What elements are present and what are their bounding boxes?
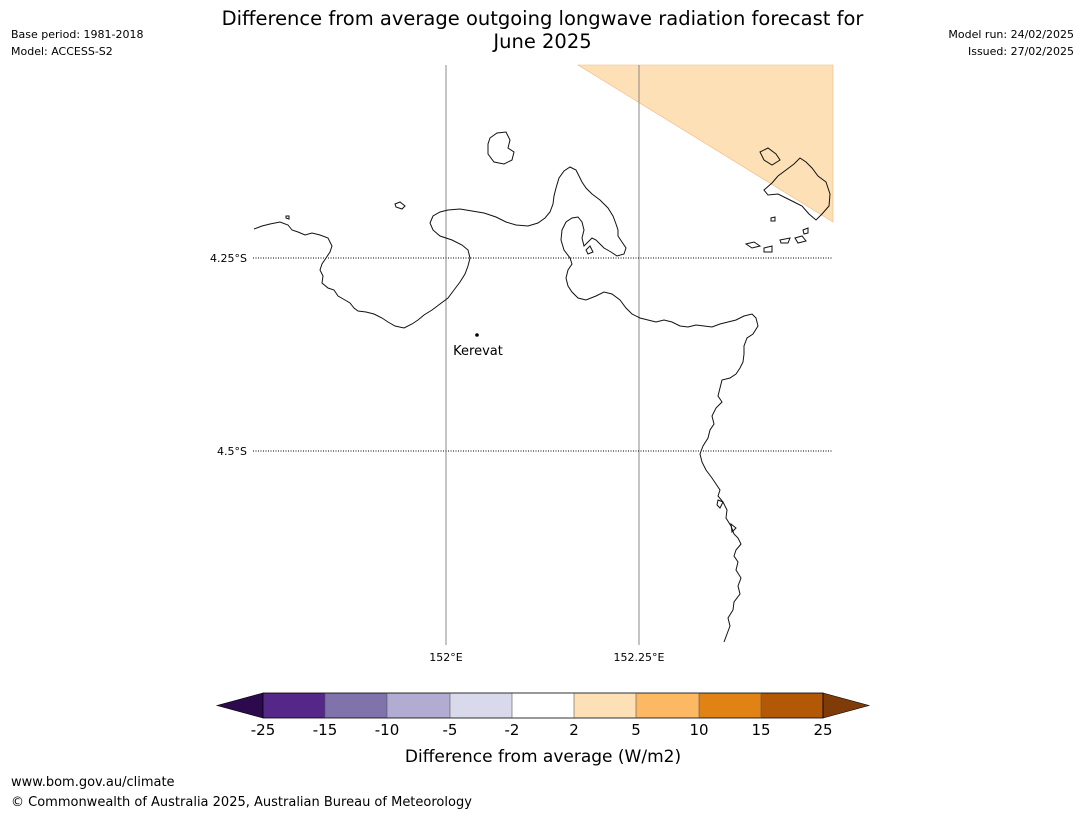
colorbar-tick-label: 2 [569, 721, 579, 739]
colorbar-tick-label: 5 [631, 721, 641, 739]
islet-10 [770, 216, 776, 222]
islet-12 [730, 522, 737, 534]
colorbar-outline [262, 692, 824, 719]
colorbar-bin-2 [325, 693, 387, 718]
islet-1 [394, 201, 406, 210]
islet-5 [744, 241, 762, 249]
colorbar-tick-label: 25 [813, 721, 832, 739]
colorbar-tick-label: -2 [505, 721, 520, 739]
colorbar: -25 -15 -10 -5 -2 2 5 10 15 25 Differenc… [215, 692, 871, 767]
colorbar-title: Difference from average (W/m2) [405, 747, 681, 767]
colorbar-tick-label: -25 [251, 721, 276, 739]
base-period-label: Base period: 1981-2018 [11, 28, 144, 41]
anomaly-region-2-to-5 [576, 64, 834, 223]
colorbar-tick-label: -15 [313, 721, 338, 739]
lat-label-4-25S: 4.25°S [210, 252, 247, 265]
lon-label-152-25E: 152.25°E [614, 651, 665, 664]
metadata-left: Base period: 1981-2018 Model: ACCESS-S2 [11, 26, 143, 60]
kerevat-marker [475, 333, 479, 337]
colorbar-bin-8 [699, 693, 761, 718]
islet-4 [759, 147, 781, 166]
title-line-2: June 2025 [493, 30, 592, 53]
colorbar-tick-label: -5 [443, 721, 458, 739]
lon-label-152E: 152°E [429, 651, 462, 664]
model-run-label: Model run: 24/02/2025 [948, 28, 1074, 41]
island-north [487, 131, 515, 165]
kerevat-label: Kerevat [453, 344, 503, 359]
islet-3 [585, 245, 594, 255]
coastline-main [253, 166, 759, 643]
title-line-1: Difference from average outgoing longwav… [221, 7, 864, 30]
colorbar-tick-label: 10 [689, 721, 708, 739]
lat-label-4-5S: 4.5°S [217, 445, 247, 458]
map-title: Difference from average outgoing longwav… [150, 7, 935, 53]
islet-9 [802, 227, 809, 235]
islet-6 [763, 245, 773, 253]
colorbar-bin-6 [574, 693, 636, 718]
issued-label: Issued: 27/02/2025 [967, 45, 1074, 58]
colorbar-bin-4 [450, 693, 512, 718]
islet-8 [794, 235, 807, 244]
colorbar-bin-5 [512, 693, 574, 718]
colorbar-bin-3 [387, 693, 450, 718]
colorbar-bin-9 [761, 693, 823, 718]
model-label: Model: ACCESS-S2 [11, 45, 113, 58]
island-northeast [763, 157, 831, 221]
colorbar-bin-7 [636, 693, 699, 718]
colorbar-extend-high [822, 692, 871, 719]
islet-11 [716, 499, 724, 509]
colorbar-extend-low [215, 692, 264, 719]
colorbar-tick-label: 15 [751, 721, 770, 739]
footer-url: www.bom.gov.au/climate [11, 775, 175, 790]
colorbar-bin-1 [263, 693, 325, 718]
coastline [253, 131, 831, 643]
colorbar-tick-label: -10 [375, 721, 400, 739]
islet-7 [779, 237, 791, 244]
metadata-right: Model run: 24/02/2025 Issued: 27/02/2025 [948, 26, 1074, 60]
islet-2 [285, 215, 290, 220]
footer-copyright: © Commonwealth of Australia 2025, Austra… [11, 795, 472, 810]
